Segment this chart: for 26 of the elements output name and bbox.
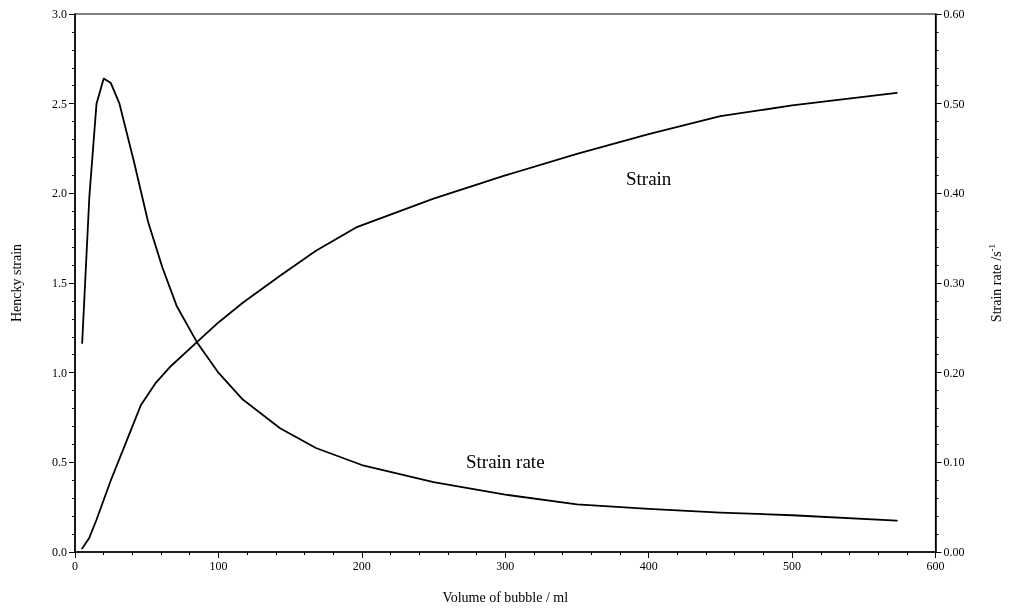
y-tick-label: 2.5 — [52, 96, 67, 111]
series-label: Strain — [625, 167, 672, 189]
x-tick-label: 400 — [639, 559, 658, 573]
x-tick-label: 0 — [72, 559, 78, 573]
x-tick-label: 300 — [496, 559, 515, 573]
x-tick-label: 500 — [783, 559, 802, 573]
y2-tick-label: 0.10 — [943, 455, 965, 470]
y-tick-label: 3.0 — [52, 7, 67, 21]
y-tick-label: 1.0 — [52, 365, 67, 380]
y2-tick-label: 0.00 — [943, 545, 965, 559]
y2-axis-title: Strain rate /s-1 — [987, 243, 1004, 323]
x-tick-label: 600 — [926, 559, 945, 573]
y2-tick-label: 0.40 — [943, 186, 965, 201]
x-axis-title: Volume of bubble / ml — [442, 589, 569, 605]
y2-tick-label: 0.30 — [943, 276, 965, 290]
y-axis-title: Hencky strain — [8, 243, 24, 323]
y-tick-label: 0.5 — [52, 455, 67, 470]
x-tick-label: 200 — [352, 559, 371, 573]
y2-tick-label: 0.50 — [943, 96, 965, 111]
y-tick-label: 2.0 — [52, 186, 67, 201]
series-label: Strain rate — [465, 451, 545, 473]
y-tick-label: 0.0 — [52, 545, 67, 559]
y-tick-label: 1.5 — [52, 276, 67, 290]
x-tick-label: 100 — [209, 559, 228, 573]
y2-tick-label: 0.60 — [943, 7, 965, 21]
y2-tick-label: 0.20 — [943, 365, 965, 380]
